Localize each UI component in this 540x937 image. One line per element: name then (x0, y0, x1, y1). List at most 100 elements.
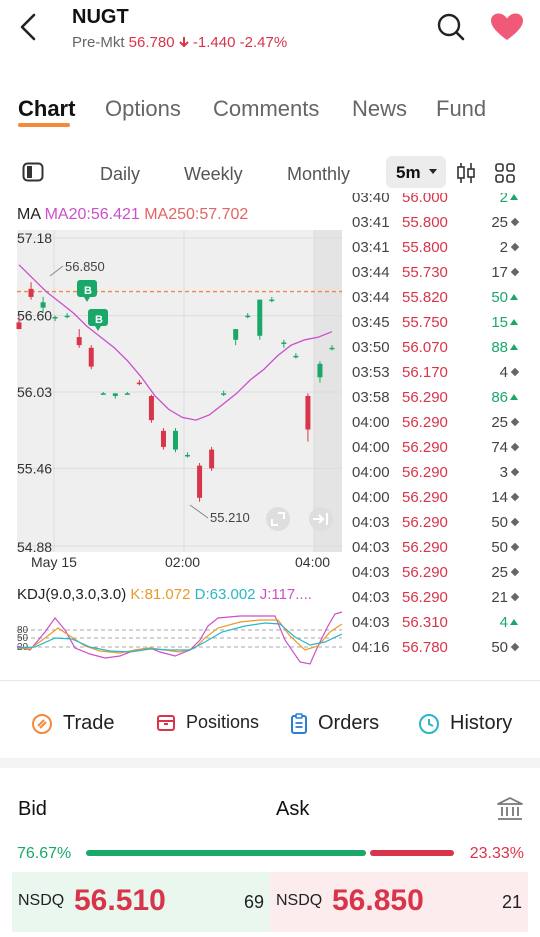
scroll-to-latest-icon[interactable] (309, 507, 333, 531)
trade-button[interactable]: Trade (31, 712, 115, 735)
neutral-tick-icon (510, 442, 520, 452)
bid-quote[interactable]: NSDQ 56.510 69 (12, 872, 270, 932)
candle (281, 339, 287, 348)
buy-marker[interactable]: B (88, 309, 108, 331)
candle (305, 393, 311, 442)
trade-volume: 74 (491, 439, 508, 456)
candle-body (28, 288, 34, 297)
trade-row: 03:50 56.070 88 (348, 335, 528, 360)
orders-button[interactable]: Orders (290, 712, 379, 735)
ask-quote[interactable]: NSDQ 56.850 21 (270, 872, 528, 932)
heart-icon[interactable] (490, 12, 524, 42)
trade-volume: 50 (491, 539, 508, 556)
buy-marker-label: B (84, 285, 92, 297)
candle-body (173, 430, 178, 450)
candle (112, 393, 118, 399)
candle-body (293, 355, 299, 358)
history-label: History (450, 712, 513, 734)
x-tick-label: 04:00 (295, 554, 330, 570)
time-and-sales-list[interactable]: 03:40 56.000 2 03:41 55.800 25 03:41 55.800 2 03:… (348, 193, 528, 663)
candle-body (305, 396, 311, 430)
trade-price: 56.290 (402, 589, 448, 606)
candle-body (124, 393, 130, 395)
candle-body (269, 299, 275, 302)
x-tick-label: May 15 (31, 554, 77, 570)
y-tick-label: 54.88 (17, 539, 52, 555)
tab-fund[interactable]: Fund (436, 96, 487, 121)
trade-price: 56.290 (402, 539, 448, 556)
ask-ratio-bar (370, 850, 454, 856)
positions-button[interactable]: Positions (156, 712, 259, 733)
trade-time: 03:44 (352, 264, 390, 281)
y-tick-label: 57.18 (17, 230, 52, 246)
bid-size: 69 (243, 892, 264, 912)
history-button[interactable]: History (418, 712, 512, 735)
trade-price: 55.800 (402, 214, 448, 231)
period-5m-dropdown[interactable]: 5m (386, 156, 446, 188)
candle (317, 361, 323, 383)
history-icon (419, 713, 439, 734)
grid-icon[interactable] (494, 162, 516, 184)
candle-body (112, 393, 118, 397)
tab-news[interactable]: News (352, 96, 408, 121)
level1-quotes: NSDQ 56.510 69 NSDQ 56.850 21 (12, 872, 528, 932)
uptick-icon (510, 394, 518, 400)
bank-icon[interactable] (496, 796, 524, 822)
candle (233, 329, 239, 346)
candle-body (317, 363, 323, 378)
chevron-left-icon[interactable] (14, 10, 44, 44)
neutral-tick-icon (510, 642, 520, 652)
detail-tabs: Chart Options Comments News Fund (0, 96, 540, 136)
candle-body (209, 449, 215, 469)
trade-price: 56.290 (402, 389, 448, 406)
trade-volume: 88 (491, 339, 508, 356)
y-tick-label: 56.03 (17, 384, 52, 400)
search-icon[interactable] (436, 12, 466, 42)
candle (100, 392, 106, 395)
neutral-tick-icon (510, 267, 520, 277)
caret-down-icon (429, 169, 438, 174)
trade-price: 55.820 (402, 289, 448, 306)
period-daily[interactable]: Daily (100, 164, 141, 184)
tab-comments[interactable]: Comments (213, 96, 320, 121)
trade-volume: 14 (491, 489, 508, 506)
candle-body (329, 347, 335, 350)
neutral-tick-icon (510, 542, 520, 552)
ma-label: MA (17, 206, 41, 223)
premarket-price: 56.780 (128, 34, 175, 51)
trade-time: 03:50 (352, 339, 390, 356)
trade-volume: 25 (491, 214, 508, 231)
reset-zoom-icon[interactable] (266, 507, 290, 531)
trade-row: 04:00 56.290 74 (348, 435, 528, 460)
trade-volume: 25 (491, 414, 508, 431)
tab-chart[interactable]: Chart (18, 96, 76, 121)
candle (209, 446, 215, 472)
trade-time: 03:41 (352, 214, 390, 231)
premarket-change-pct: -2.47% (239, 34, 288, 51)
bid-label: Bid (18, 798, 47, 820)
candle (52, 315, 58, 322)
price-chart[interactable]: 57.18 56.60 56.03 55.46 54.88 May 15 02:… (0, 200, 345, 675)
uptick-icon (510, 294, 518, 300)
tab-options[interactable]: Options (105, 96, 181, 121)
neutral-tick-icon (510, 492, 520, 502)
trade-volume: 86 (491, 389, 508, 406)
candle (16, 315, 22, 330)
candle-body (40, 302, 46, 308)
candle (197, 462, 203, 502)
period-weekly[interactable]: Weekly (184, 164, 243, 184)
candlestick-icon[interactable] (456, 162, 476, 184)
sidebar-toggle-icon[interactable] (22, 162, 44, 182)
bid-ask-header: Bid Ask (0, 794, 540, 824)
candle (293, 353, 299, 359)
y-tick-label: 56.60 (17, 308, 52, 324)
trade-time: 04:00 (352, 414, 390, 431)
section-divider (0, 680, 540, 681)
period-monthly[interactable]: Monthly (287, 164, 351, 184)
trade-row: 04:00 56.290 14 (348, 485, 528, 510)
buy-marker[interactable]: B (77, 280, 97, 302)
arrow-down-icon (179, 37, 189, 48)
candle-body (160, 430, 166, 447)
uptick-icon (510, 319, 518, 325)
positions-icon (157, 714, 175, 731)
